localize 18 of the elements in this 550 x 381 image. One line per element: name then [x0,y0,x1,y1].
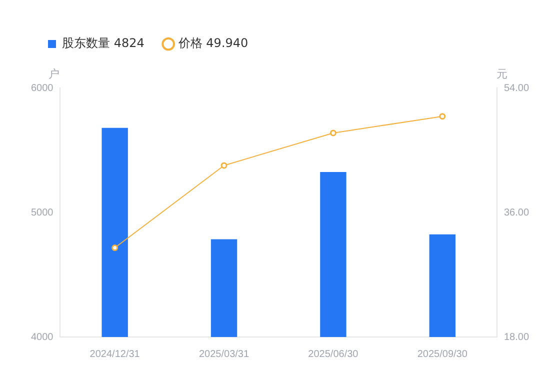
x-tick-label: 2025/06/30 [308,348,359,360]
x-tick-label: 2025/03/31 [198,348,250,360]
y2-tick-label: 36.00 [504,207,530,218]
y2-tick-label: 18.00 [504,332,530,343]
y-axis-title: 户 [48,67,60,80]
legend-label: 股东数量 4824 [62,36,144,50]
x-tick-label: 2025/09/30 [417,348,468,360]
legend-label: 价格 49.940 [177,36,248,50]
x-tick-label: 2024/12/31 [90,348,140,360]
y2-axis-title: 元 [496,67,508,80]
point [330,130,336,136]
y2-tick-label: 54.00 [504,82,530,94]
y-tick-label: 5000 [30,207,54,218]
point [112,244,118,252]
point [220,162,228,169]
y-tick-label: 6000 [30,82,54,94]
y-tick-label: 4000 [30,332,54,343]
point [439,113,446,120]
